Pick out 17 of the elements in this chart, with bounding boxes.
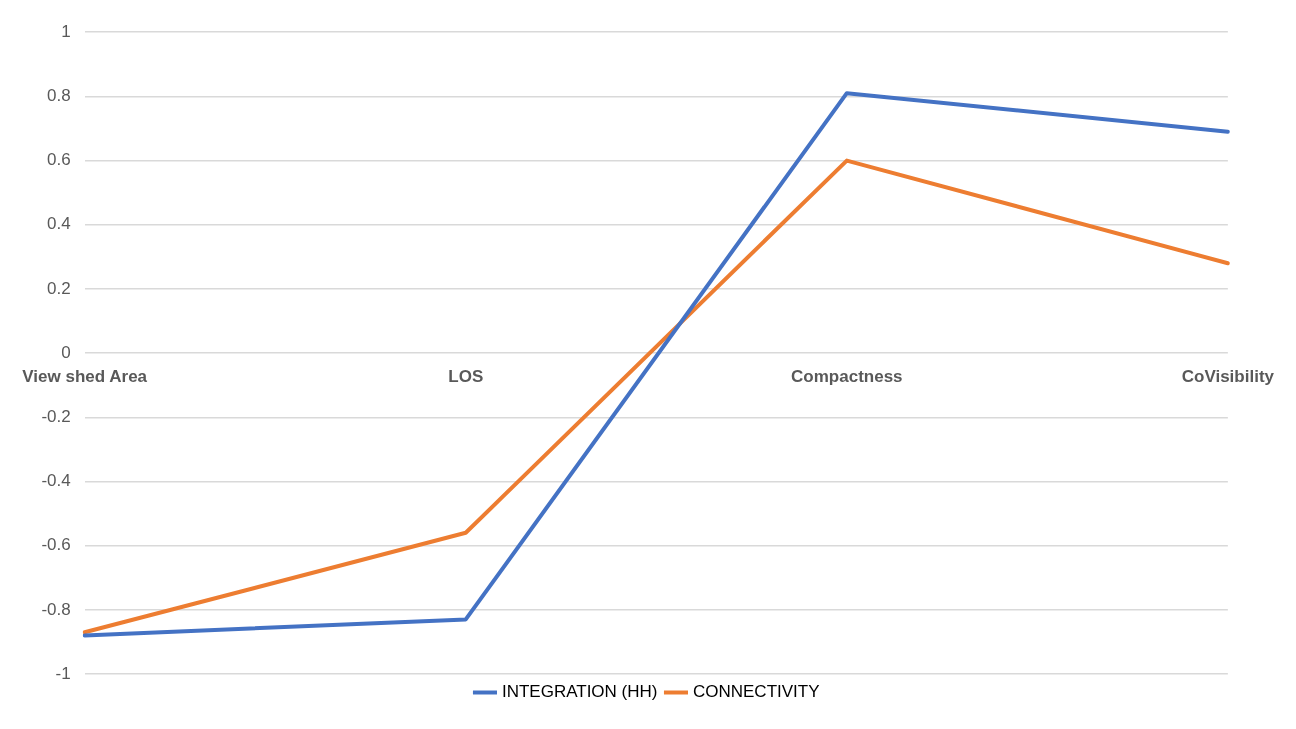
x-tick-label: CoVisibility [1181,366,1275,386]
y-tick-label: -1 [55,663,71,683]
x-tick-label: Compactness [791,366,903,386]
y-tick-label: 1 [61,21,71,41]
y-tick-label: 0.4 [47,214,71,234]
y-tick-label: -0.6 [41,535,71,555]
y-tick-label: -0.2 [41,406,71,426]
y-tick-label: 0.6 [47,150,71,170]
y-tick-label: -0.8 [41,599,71,619]
legend-label: CONNECTIVITY [692,682,820,702]
y-tick-label: 0 [61,342,71,362]
y-tick-label: 0.2 [47,278,71,298]
legend-label: INTEGRATION (HH) [501,682,658,702]
y-tick-label: 0.8 [47,86,71,106]
x-tick-label: LOS [448,366,484,386]
y-tick-label: -0.4 [41,471,71,491]
x-tick-label: View shed Area [22,366,148,386]
